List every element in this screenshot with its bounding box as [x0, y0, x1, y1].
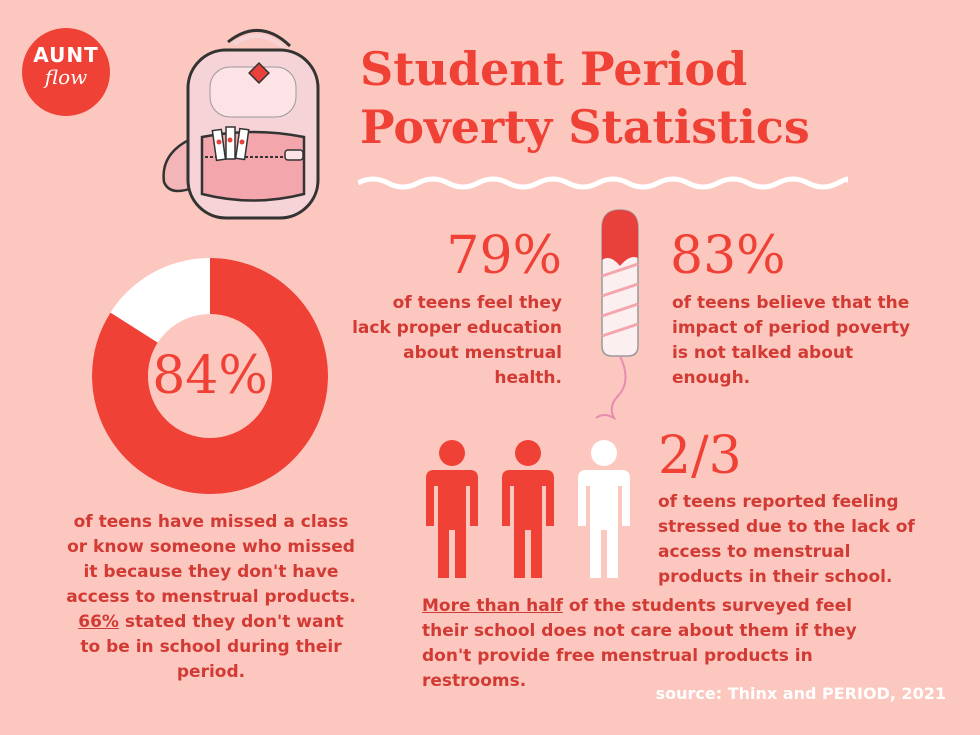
people-icons: [426, 440, 630, 578]
logo-line1: AUNT: [33, 43, 99, 67]
stat-83-text: of teens believe that the impact of peri…: [672, 293, 911, 388]
stat-79-text: of teens feel they lack proper education…: [352, 293, 562, 388]
stat-84-highlight: 66%: [78, 612, 119, 632]
person-icon: [578, 440, 630, 578]
stat-2-3-value: 2/3: [658, 426, 742, 486]
stat-84-text: of teens have missed a class or know som…: [66, 510, 356, 685]
stat-84-value: 84%: [152, 346, 268, 406]
more-than-half-highlight: More than half: [422, 596, 563, 616]
aunt-flow-logo: AUNT flow: [22, 28, 110, 116]
donut-value-arc: [92, 258, 328, 494]
person-icon: [426, 440, 478, 578]
more-than-half-text: More than half of the students surveyed …: [422, 594, 902, 694]
logo-line2: flow: [44, 65, 88, 89]
more-than-half-body: of the students surveyed feel their scho…: [422, 596, 857, 691]
page-title: Student Period Poverty Statistics: [360, 40, 920, 156]
title-line2: Poverty Statistics: [360, 100, 810, 154]
title-line1: Student Period: [360, 42, 748, 96]
stat-83-value: 83%: [670, 226, 786, 286]
stat-84-text-part2: stated they don't want to be in school d…: [80, 612, 344, 682]
person-icon: [502, 440, 554, 578]
donut-chart: [92, 258, 328, 494]
stat-84-text-part1: of teens have missed a class or know som…: [66, 512, 356, 607]
stat-2-3-text: of teens reported feeling stressed due t…: [658, 492, 915, 587]
tampon-illustration: [595, 209, 639, 421]
source-citation: source: Thinx and PERIOD, 2021: [655, 684, 946, 703]
stat-79-value: 79%: [446, 226, 562, 286]
wavy-divider: [358, 176, 848, 190]
backpack-illustration: [162, 28, 320, 220]
